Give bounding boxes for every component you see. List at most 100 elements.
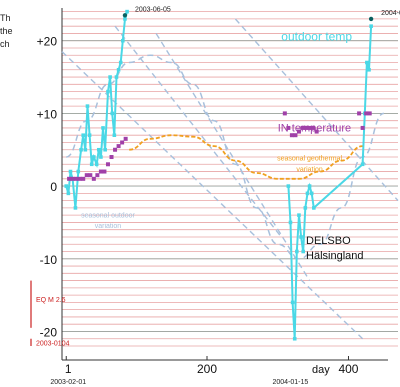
outdoor-point [87, 133, 92, 138]
outdoor-point [68, 169, 73, 174]
outdoor-point [360, 162, 365, 167]
indoor-point [91, 176, 96, 181]
outdoor-point [81, 133, 86, 138]
x-tick-label: 400 [338, 362, 358, 376]
outdoor-point [292, 336, 297, 341]
date-label: 2003-02-01 [50, 379, 86, 386]
indoor-point [84, 173, 89, 178]
y-tick-label: -10 [40, 253, 58, 267]
indoor-point [113, 147, 118, 152]
outdoor-point [76, 169, 81, 174]
x-tick-label: 200 [197, 362, 217, 376]
marker-dot [122, 13, 128, 18]
outdoor-point [112, 133, 117, 138]
dashed-guide-line [155, 33, 311, 281]
outdoor-point [96, 147, 101, 152]
y-tick-label: +10 [37, 107, 58, 121]
annotation: IN temperature [278, 123, 351, 135]
indoor-point [307, 125, 312, 130]
indoor-point [109, 155, 114, 160]
outdoor-point [79, 147, 83, 152]
x-tick-label: 1 [65, 362, 72, 376]
outdoor-point [94, 162, 99, 167]
outdoor-point [73, 206, 78, 210]
annotation: Hälsingland [306, 250, 363, 262]
indoor-point [102, 169, 107, 174]
dashed-guide-lines [61, 18, 399, 340]
geothermal-curve [129, 134, 363, 180]
y-tick-label: -20 [40, 325, 58, 339]
indoor-point [105, 162, 110, 167]
indoor-point [67, 176, 72, 181]
outdoor-point [309, 191, 314, 196]
chart-labels: EQ M 2.6 2003-0104 2003-06-05 2004-05-02 out… [30, 6, 400, 347]
annotation: variation [296, 167, 323, 174]
outdoor-point [301, 249, 306, 254]
outdoor-point [66, 191, 71, 196]
indoor-point [289, 133, 294, 138]
series-layer [64, 9, 385, 341]
indoor-point [357, 111, 362, 116]
outdoor-point [83, 147, 88, 152]
outdoor-point [303, 206, 308, 210]
indoor-point [293, 133, 298, 138]
outdoor-point [92, 155, 96, 159]
outdoor-point [125, 9, 129, 14]
marker-date-label: 2003-06-05 [135, 6, 171, 13]
annotation: outdoor temp [281, 30, 352, 44]
indoor-point [367, 111, 372, 116]
outdoor-point [369, 24, 373, 28]
indoor-point [123, 136, 128, 141]
indoor-point [98, 169, 103, 174]
indoor-point [116, 144, 121, 149]
outdoor-point [116, 67, 121, 72]
outdoor-point [110, 111, 115, 116]
indoor-point [311, 125, 316, 130]
outdoor-point [101, 126, 105, 130]
annotation: variation [95, 223, 122, 230]
indoor-point [81, 176, 86, 181]
y-tick-label: 0 [50, 180, 57, 194]
indoor-point [282, 111, 287, 116]
outdoor-point [114, 75, 119, 79]
indoor-point [304, 125, 309, 130]
outdoor-point [64, 184, 69, 188]
indoor-point [120, 140, 125, 145]
indoor-point [296, 129, 301, 134]
indoor-point [74, 176, 79, 181]
axes: +20 +10 0 -10 -20 1 200 400 day 2003-02-01 2004-01… [37, 8, 388, 386]
outdoor-line [287, 26, 373, 339]
indoor-point [314, 129, 319, 134]
indoor-point [364, 111, 369, 116]
outdoor-point [299, 235, 303, 239]
annotation: DELSBO [306, 235, 351, 247]
outdoor-point [367, 67, 371, 72]
outdoor-point [305, 191, 310, 196]
red-axis-label: EQ M 2.6 [36, 297, 66, 304]
outdoor-point [108, 75, 112, 79]
side-text-line: the [0, 26, 13, 36]
outdoor-line [65, 11, 129, 208]
x-axis-label: day [312, 364, 330, 376]
date-label: 2004-01-15 [272, 379, 308, 386]
dashed-guide-line [234, 18, 399, 202]
outdoor-point [288, 220, 293, 225]
side-text-line: Th [0, 13, 11, 23]
y-tick-label: +20 [37, 35, 58, 49]
seasonal-outdoor-curve [65, 54, 385, 260]
annotation: seasonal geothermal [277, 156, 342, 163]
outdoor-point [290, 300, 295, 305]
outdoor-point [295, 249, 299, 254]
outdoor-point [121, 38, 125, 43]
outdoor-point [89, 162, 94, 167]
gridlines [62, 11, 398, 347]
outdoor-point [118, 60, 123, 65]
outdoor-point [103, 147, 107, 152]
indoor-point [360, 125, 365, 130]
side-text-line: ch [0, 39, 10, 49]
outdoor-point [85, 104, 90, 108]
indoor-point [300, 125, 305, 130]
marker-dot [368, 16, 374, 22]
outdoor-point [312, 206, 316, 210]
